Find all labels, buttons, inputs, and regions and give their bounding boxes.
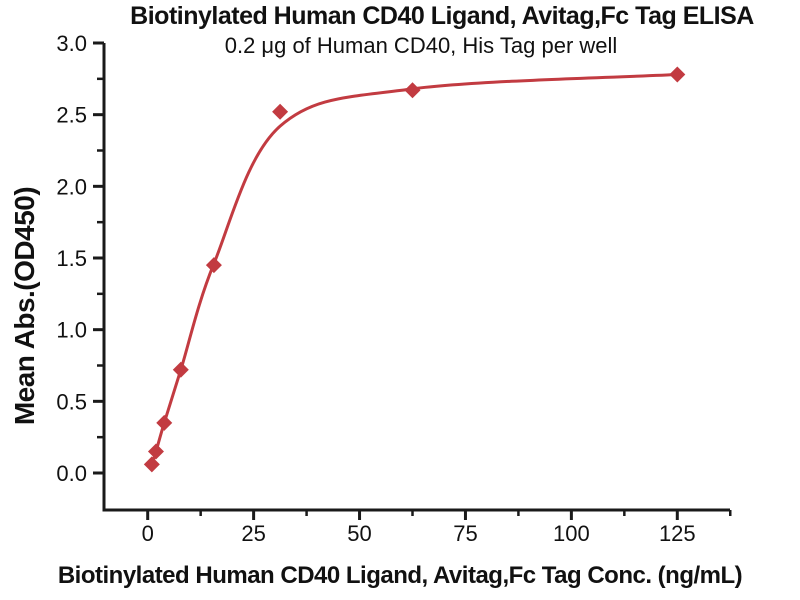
x-tick-label: 125 — [659, 521, 696, 546]
data-point-diamond — [172, 361, 189, 378]
chart-subtitle: 0.2 μg of Human CD40, His Tag per well — [224, 33, 618, 58]
chart-title: Biotinylated Human CD40 Ligand, Avitag,F… — [130, 2, 754, 30]
y-tick-label: 2.0 — [56, 174, 87, 199]
y-axis-title: Mean Abs.(OD450) — [9, 186, 40, 426]
data-point-diamond — [205, 257, 222, 274]
x-tick-label: 50 — [347, 521, 371, 546]
x-tick-label: 100 — [553, 521, 590, 546]
x-tick-label: 75 — [453, 521, 477, 546]
data-point-diamond — [404, 82, 421, 99]
data-point-diamond — [143, 456, 160, 473]
data-point-diamond — [147, 443, 164, 460]
x-tick-label: 25 — [241, 521, 265, 546]
x-tick-label: 0 — [142, 521, 154, 546]
fit-curve — [150, 73, 679, 466]
y-tick-label: 1.0 — [56, 318, 87, 343]
data-point-diamond — [156, 414, 173, 431]
data-point-diamond — [669, 66, 686, 83]
y-tick-label: 2.5 — [56, 103, 87, 128]
y-tick-label: 1.5 — [56, 246, 87, 271]
y-tick-label: 3.0 — [56, 31, 87, 56]
x-axis-title: Biotinylated Human CD40 Ligand, Avitag,F… — [57, 562, 743, 589]
y-tick-label: 0.0 — [56, 461, 87, 486]
y-tick-label: 0.5 — [56, 389, 87, 414]
data-point-diamond — [272, 103, 289, 120]
